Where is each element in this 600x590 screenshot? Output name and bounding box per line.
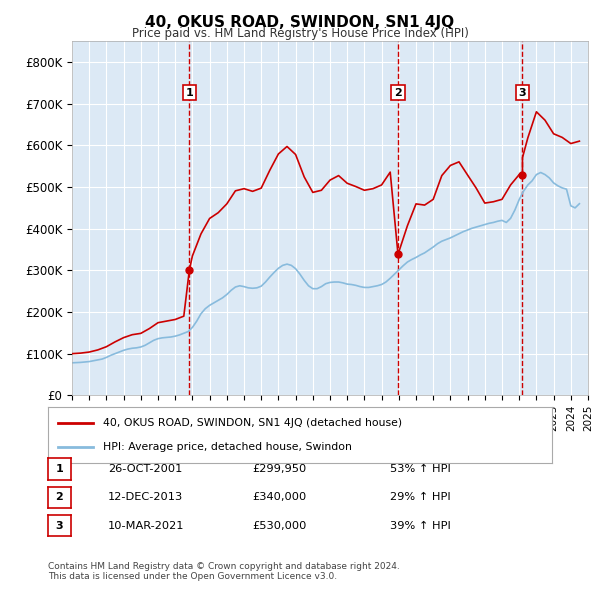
Text: Contains HM Land Registry data © Crown copyright and database right 2024.
This d: Contains HM Land Registry data © Crown c… [48, 562, 400, 581]
Text: 1: 1 [56, 464, 63, 474]
Text: 10-MAR-2021: 10-MAR-2021 [108, 521, 185, 530]
Text: 3: 3 [518, 88, 526, 97]
Text: 12-DEC-2013: 12-DEC-2013 [108, 493, 183, 502]
Text: £299,950: £299,950 [252, 464, 306, 474]
Text: 40, OKUS ROAD, SWINDON, SN1 4JQ (detached house): 40, OKUS ROAD, SWINDON, SN1 4JQ (detache… [103, 418, 403, 428]
Text: 2: 2 [394, 88, 402, 97]
Text: £340,000: £340,000 [252, 493, 306, 502]
Text: 39% ↑ HPI: 39% ↑ HPI [390, 521, 451, 530]
Text: £530,000: £530,000 [252, 521, 307, 530]
Text: 40, OKUS ROAD, SWINDON, SN1 4JQ: 40, OKUS ROAD, SWINDON, SN1 4JQ [145, 15, 455, 30]
Text: 3: 3 [56, 521, 63, 530]
Text: 26-OCT-2001: 26-OCT-2001 [108, 464, 182, 474]
Text: 1: 1 [185, 88, 193, 97]
Text: Price paid vs. HM Land Registry's House Price Index (HPI): Price paid vs. HM Land Registry's House … [131, 27, 469, 40]
Text: 29% ↑ HPI: 29% ↑ HPI [390, 493, 451, 502]
Text: 2: 2 [56, 493, 63, 502]
Text: HPI: Average price, detached house, Swindon: HPI: Average price, detached house, Swin… [103, 442, 352, 453]
Text: 53% ↑ HPI: 53% ↑ HPI [390, 464, 451, 474]
